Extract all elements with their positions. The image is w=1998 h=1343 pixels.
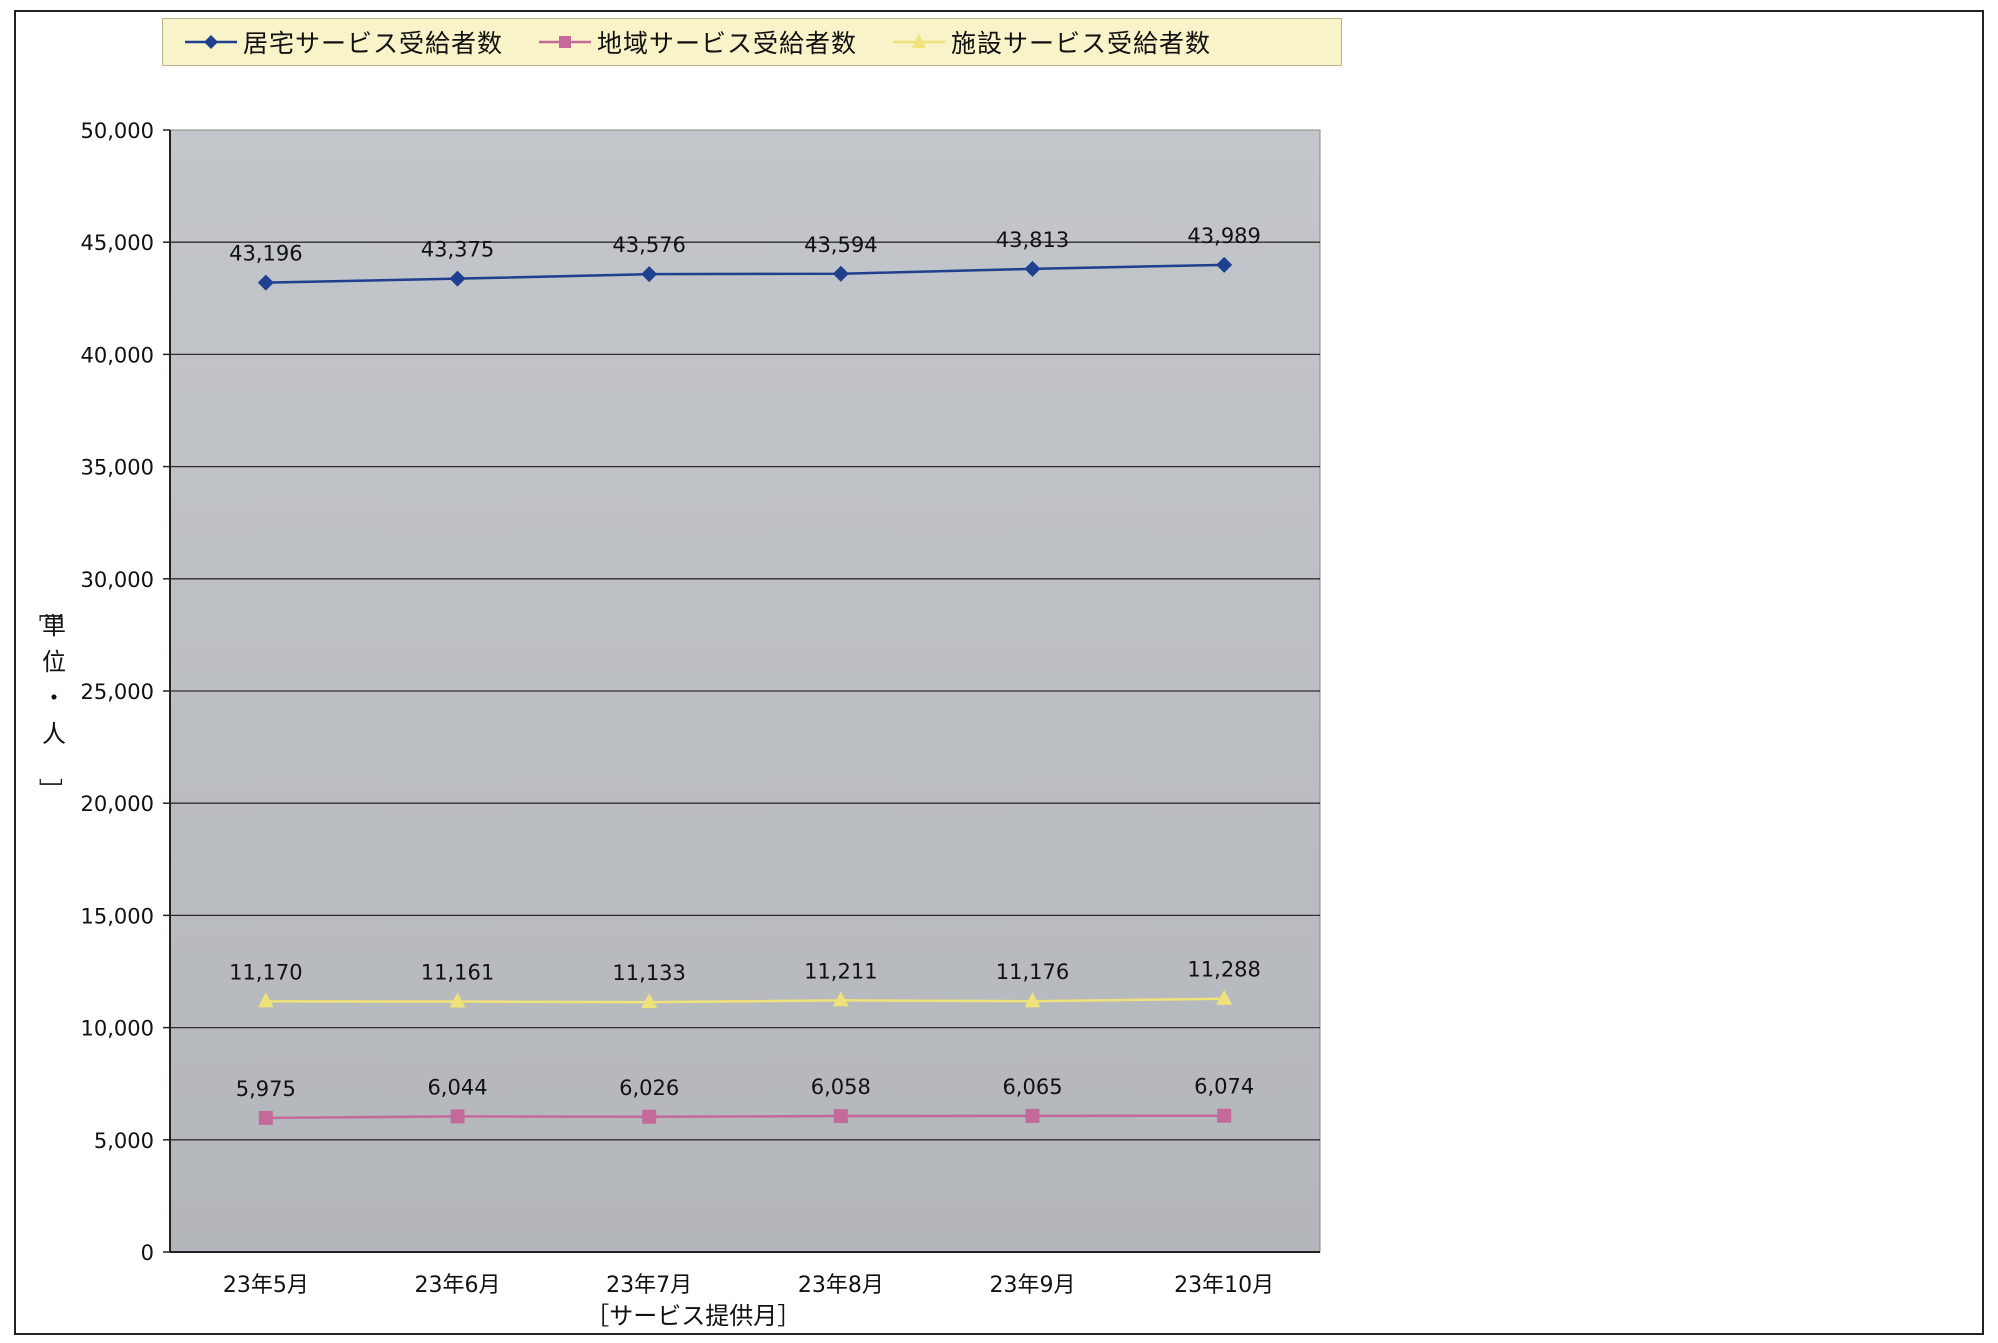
y-tick-label: 15,000: [81, 904, 154, 928]
legend-square-icon: [539, 36, 592, 48]
x-tick-label: 23年9月: [990, 1273, 1076, 1298]
data-point: [258, 1110, 273, 1125]
y-tick-label: 10,000: [81, 1017, 154, 1041]
legend-diamond-icon: [185, 35, 237, 49]
x-axis-title: ［サービス提供月］: [585, 1302, 801, 1330]
data-point: [257, 992, 274, 1008]
data-label: 43,196: [229, 242, 302, 266]
y-tick-label: 25,000: [81, 680, 154, 704]
y-tick-label: 50,000: [81, 119, 154, 143]
series-line: [265, 1114, 1225, 1120]
data-point: [642, 1109, 657, 1124]
legend-triangle-icon: [893, 34, 946, 48]
y-tick-label: 0: [141, 1241, 154, 1265]
legend-item-facility-service: 施設サービス受給者数: [891, 24, 1211, 60]
data-point: [1025, 1108, 1040, 1123]
legend-label-facility-service: 施設サービス受給者数: [951, 29, 1212, 58]
x-tick-label: 23年10月: [1174, 1273, 1274, 1298]
data-point: [832, 265, 849, 282]
data-label: 5,975: [236, 1077, 296, 1101]
series-group: [257, 256, 1233, 1125]
data-point: [1216, 256, 1233, 273]
y-tick-label: 35,000: [81, 456, 154, 480]
data-label: 11,170: [229, 960, 302, 984]
data-point: [1024, 992, 1041, 1008]
data-label: 11,288: [1187, 958, 1260, 982]
data-label: 43,989: [1187, 224, 1260, 248]
legend-label-community-service: 地域サービス受給者数: [597, 29, 858, 58]
y-tick-label: 5,000: [94, 1129, 154, 1153]
data-label: 11,161: [421, 961, 494, 985]
data-label: 43,576: [612, 233, 685, 257]
x-tick-label: 23年6月: [415, 1273, 501, 1298]
legend-item-community-service: 地域サービス受給者数: [537, 24, 857, 60]
data-point: [1024, 260, 1041, 277]
y-tick-label: 20,000: [81, 792, 154, 816]
series-line: [265, 263, 1225, 284]
axes: [163, 129, 1320, 1253]
data-label: 43,813: [996, 228, 1069, 252]
legend-label-home-service: 居宅サービス受給者数: [243, 29, 504, 58]
data-label: 11,211: [804, 959, 877, 983]
data-label: 6,065: [1002, 1075, 1062, 1099]
y-tick-label: 40,000: [81, 343, 154, 367]
data-label: 43,375: [421, 238, 494, 262]
grid-lines: [170, 241, 1320, 1141]
data-label: 6,058: [811, 1075, 871, 1099]
data-point: [833, 1109, 848, 1124]
y-tick-label: 45,000: [81, 231, 154, 255]
legend-item-home-service: 居宅サービス受給者数: [183, 24, 503, 60]
data-label: 11,176: [996, 960, 1069, 984]
x-tick-label: 23年5月: [223, 1273, 309, 1298]
data-label: 43,594: [804, 233, 877, 257]
series-line: [265, 997, 1225, 1004]
y-axis-title: ［単位・人］: [36, 598, 66, 802]
data-point: [832, 991, 849, 1007]
data-label: 6,044: [427, 1075, 487, 1099]
data-point: [449, 992, 466, 1008]
data-point: [449, 270, 466, 287]
x-tick-label: 23年7月: [606, 1273, 692, 1298]
y-tick-label: 30,000: [81, 568, 154, 592]
data-label: 11,133: [612, 961, 685, 985]
data-label: 6,074: [1194, 1075, 1254, 1099]
data-label: 6,026: [619, 1076, 679, 1100]
data-point: [257, 274, 274, 291]
data-point: [641, 266, 658, 283]
data-point: [1217, 1108, 1232, 1123]
data-point: [1216, 989, 1233, 1005]
data-point: [641, 993, 658, 1009]
legend: 居宅サービス受給者数 地域サービス受給者数 施設サービス受給者数: [162, 18, 1342, 66]
labels-group: 0 5,000 10,000 15,000 20,000 25,000 30,000 35,0…: [36, 119, 1274, 1330]
x-tick-label: 23年8月: [798, 1273, 884, 1298]
data-point: [450, 1109, 465, 1124]
